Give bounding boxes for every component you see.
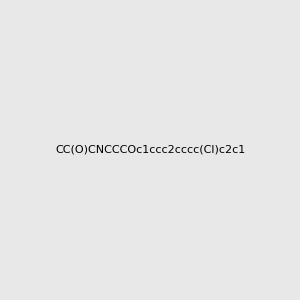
Text: CC(O)CNCCCOc1ccc2cccc(Cl)c2c1: CC(O)CNCCCOc1ccc2cccc(Cl)c2c1 <box>55 145 245 155</box>
